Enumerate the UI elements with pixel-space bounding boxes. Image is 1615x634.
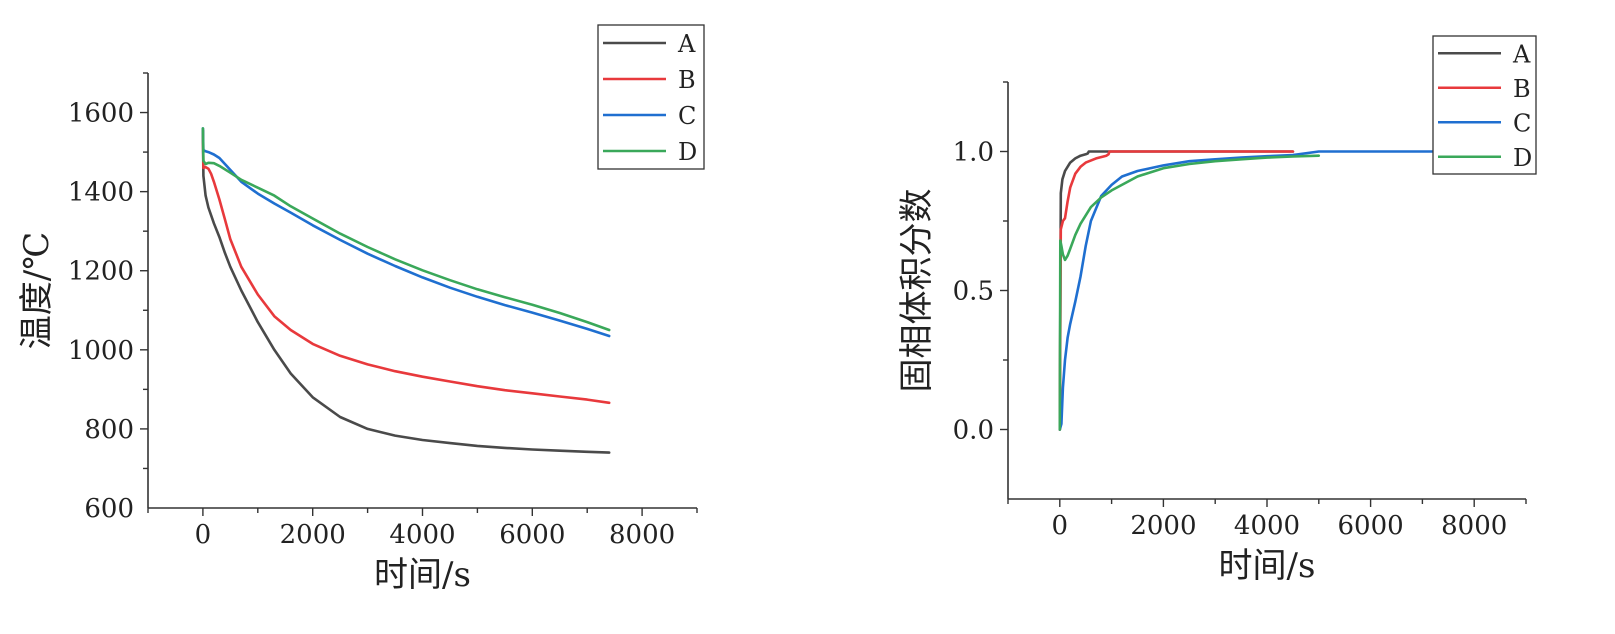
series-line-B [201,129,611,405]
y-tick-label: 0.5 [953,277,994,307]
legend-label-C: C [678,102,696,130]
y-tick-label: 1600 [68,99,134,129]
y-tick-label: 1200 [68,257,134,287]
legend-label-A: A [677,30,696,58]
y-tick-label: 0.0 [953,416,994,446]
legend-label-D: D [678,138,697,166]
y-tick-label: 600 [84,494,134,524]
y-axis-title: 温度/℃ [17,232,57,350]
legend-label-C: C [1513,109,1531,137]
series-line-C [201,127,611,338]
x-tick-label: 4000 [1234,511,1300,541]
legend-label-B: B [678,66,696,94]
x-axis-title: 时间/s [374,555,471,595]
y-tick-label: 1000 [68,336,134,366]
legend-box [597,24,705,170]
x-tick-label: 6000 [1338,511,1404,541]
series-line-A [1058,150,1295,431]
x-tick-label: 2000 [1130,511,1196,541]
series-line-A [201,129,611,454]
x-tick-label: 0 [1052,511,1069,541]
series-line-D [1058,154,1321,431]
x-tick-label: 6000 [499,520,565,550]
x-tick-label: 4000 [389,520,455,550]
legend-label-A: A [1512,40,1531,68]
y-tick-label: 800 [84,415,134,445]
series-line-B [1058,150,1295,431]
legend-label-B: B [1513,75,1531,103]
series-line-C [1058,150,1435,431]
y-axis-title: 固相体积分数 [897,189,937,393]
chart-1: 0 2000 4000 6000 8000 600 800 1000 1200 1400 1600 时… [17,24,705,595]
x-tick-label: 2000 [280,520,346,550]
y-tick-label: 1.0 [953,138,994,168]
x-tick-label: 0 [195,520,212,550]
series-line-D [201,127,611,332]
x-axis-title: 时间/s [1219,546,1316,586]
legend-label-D: D [1513,144,1532,172]
legend-box [1432,35,1537,175]
x-tick-label: 8000 [609,520,675,550]
x-tick-label: 8000 [1441,511,1507,541]
y-tick-label: 1400 [68,178,134,208]
